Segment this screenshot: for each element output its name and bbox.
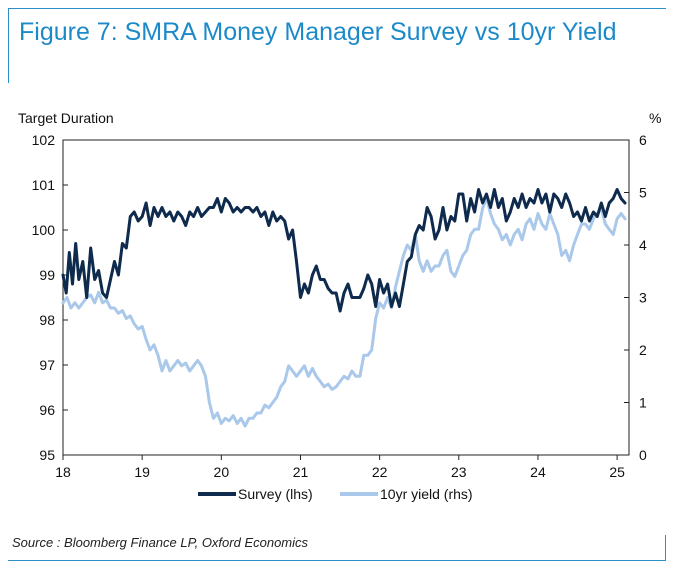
left-tick-label: 99: [39, 267, 55, 283]
right-tick-label: 3: [639, 290, 647, 306]
source-note: Source : Bloomberg Finance LP, Oxford Ec…: [12, 535, 309, 550]
x-tick-label: 21: [293, 464, 309, 480]
right-tick-label: 2: [639, 342, 647, 358]
survey-line: [61, 188, 627, 313]
left-tick-label: 98: [39, 312, 55, 328]
x-tick-label: 24: [530, 464, 546, 480]
legend-label-survey: Survey (lhs): [238, 486, 313, 502]
x-tick-label: 23: [451, 464, 467, 480]
left-tick-label: 97: [39, 357, 55, 373]
yield-line: [61, 196, 627, 428]
left-tick-label: 96: [39, 402, 55, 418]
left-axis-label: Target Duration: [18, 110, 114, 126]
right-axis-ticks: 0 1 2 3 4 5 6: [624, 132, 647, 463]
x-tick-label: 20: [214, 464, 230, 480]
series-lines: [61, 188, 627, 428]
figure-title: Figure 7: SMRA Money Manager Survey vs 1…: [19, 18, 617, 46]
right-tick-label: 4: [639, 237, 647, 253]
right-axis-label: %: [649, 110, 661, 126]
legend-label-yield: 10yr yield (rhs): [380, 486, 473, 502]
x-axis-ticks: 18 19 20 21 22 23 24 25: [55, 455, 625, 480]
title-frame-left: [8, 8, 9, 83]
title-frame-top: [8, 8, 666, 9]
x-tick-label: 18: [55, 464, 71, 480]
plot-frame: [62, 139, 630, 456]
left-tick-label: 95: [39, 447, 55, 463]
source-frame-bottom: [8, 560, 666, 561]
left-axis-ticks: 95 96 97 98 99 100 101 102: [32, 132, 68, 463]
x-tick-label: 25: [609, 464, 625, 480]
left-tick-label: 102: [32, 132, 56, 148]
right-tick-label: 1: [639, 395, 647, 411]
right-tick-label: 0: [639, 447, 647, 463]
x-tick-label: 19: [134, 464, 150, 480]
source-frame-right: [665, 535, 666, 561]
right-tick-label: 6: [639, 132, 647, 148]
legend: Survey (lhs) 10yr yield (rhs): [198, 486, 473, 502]
left-tick-label: 100: [32, 222, 56, 238]
x-tick-label: 22: [372, 464, 388, 480]
left-tick-label: 101: [32, 177, 56, 193]
right-tick-label: 5: [639, 185, 647, 201]
